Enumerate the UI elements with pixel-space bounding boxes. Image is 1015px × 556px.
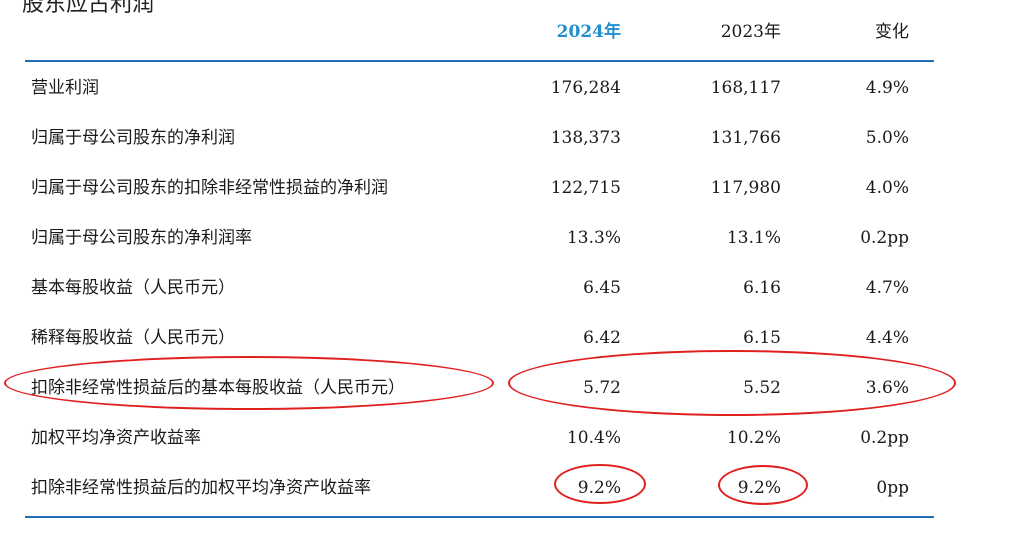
value-2023: 168,117 xyxy=(710,78,781,98)
table-bottom-rule xyxy=(25,516,934,518)
value-2024: 138,373 xyxy=(550,128,621,148)
table-row: 扣除非经常性损益后的基本每股收益（人民币元） 5.72 5.52 3.6% xyxy=(25,362,934,412)
value-2023: 13.1% xyxy=(726,228,781,248)
row-label: 加权平均净资产收益率 xyxy=(31,428,201,448)
value-2024: 176,284 xyxy=(550,78,621,98)
row-label: 归属于母公司股东的净利润 xyxy=(31,128,235,148)
table-row: 归属于母公司股东的扣除非经常性损益的净利润 122,715 117,980 4.… xyxy=(25,162,934,212)
value-2024: 5.72 xyxy=(583,378,621,398)
row-label: 稀释每股收益（人民币元） xyxy=(31,328,235,348)
value-change: 4.7% xyxy=(865,278,909,298)
column-header-change: 变化 xyxy=(875,22,909,42)
table-header-row: 2024年 2023年 变化 xyxy=(25,8,934,62)
value-2024: 6.42 xyxy=(583,328,621,348)
value-2023: 131,766 xyxy=(710,128,781,148)
value-change: 0.2pp xyxy=(860,228,909,248)
table-row: 营业利润 176,284 168,117 4.9% xyxy=(25,62,934,112)
value-2023: 117,980 xyxy=(710,178,781,198)
value-2024: 6.45 xyxy=(583,278,621,298)
table-row: 加权平均净资产收益率 10.4% 10.2% 0.2pp xyxy=(25,412,934,462)
value-change: 4.0% xyxy=(865,178,909,198)
value-2024: 9.2% xyxy=(577,478,621,498)
value-2023: 5.52 xyxy=(743,378,781,398)
table-row: 基本每股收益（人民币元） 6.45 6.16 4.7% xyxy=(25,262,934,312)
value-change: 4.9% xyxy=(865,78,909,98)
value-2024: 122,715 xyxy=(550,178,621,198)
row-label: 归属于母公司股东的扣除非经常性损益的净利润 xyxy=(31,178,388,198)
value-2024: 10.4% xyxy=(566,428,621,448)
value-change: 3.6% xyxy=(865,378,909,398)
table-row: 稀释每股收益（人民币元） 6.42 6.15 4.4% xyxy=(25,312,934,362)
row-label: 扣除非经常性损益后的基本每股收益（人民币元） xyxy=(31,378,405,398)
row-label: 扣除非经常性损益后的加权平均净资产收益率 xyxy=(31,478,371,498)
value-change: 5.0% xyxy=(865,128,909,148)
financial-table: 2024年 2023年 变化 营业利润 176,284 168,117 4.9%… xyxy=(25,8,934,518)
table-row: 归属于母公司股东的净利润 138,373 131,766 5.0% xyxy=(25,112,934,162)
section-heading: 股东应占利润 xyxy=(22,0,155,17)
row-label: 基本每股收益（人民币元） xyxy=(31,278,235,298)
value-2023: 6.16 xyxy=(743,278,781,298)
value-2023: 9.2% xyxy=(737,478,781,498)
value-2024: 13.3% xyxy=(566,228,621,248)
table-row: 归属于母公司股东的净利润率 13.3% 13.1% 0.2pp xyxy=(25,212,934,262)
value-change: 4.4% xyxy=(865,328,909,348)
row-label: 营业利润 xyxy=(31,78,99,98)
value-change: 0.2pp xyxy=(860,428,909,448)
value-change: 0pp xyxy=(876,478,909,498)
value-2023: 6.15 xyxy=(743,328,781,348)
column-header-2023: 2023年 xyxy=(720,22,781,42)
row-label: 归属于母公司股东的净利润率 xyxy=(31,228,252,248)
value-2023: 10.2% xyxy=(726,428,781,448)
column-header-2024: 2024年 xyxy=(556,22,621,42)
table-row: 扣除非经常性损益后的加权平均净资产收益率 9.2% 9.2% 0pp xyxy=(25,462,934,512)
